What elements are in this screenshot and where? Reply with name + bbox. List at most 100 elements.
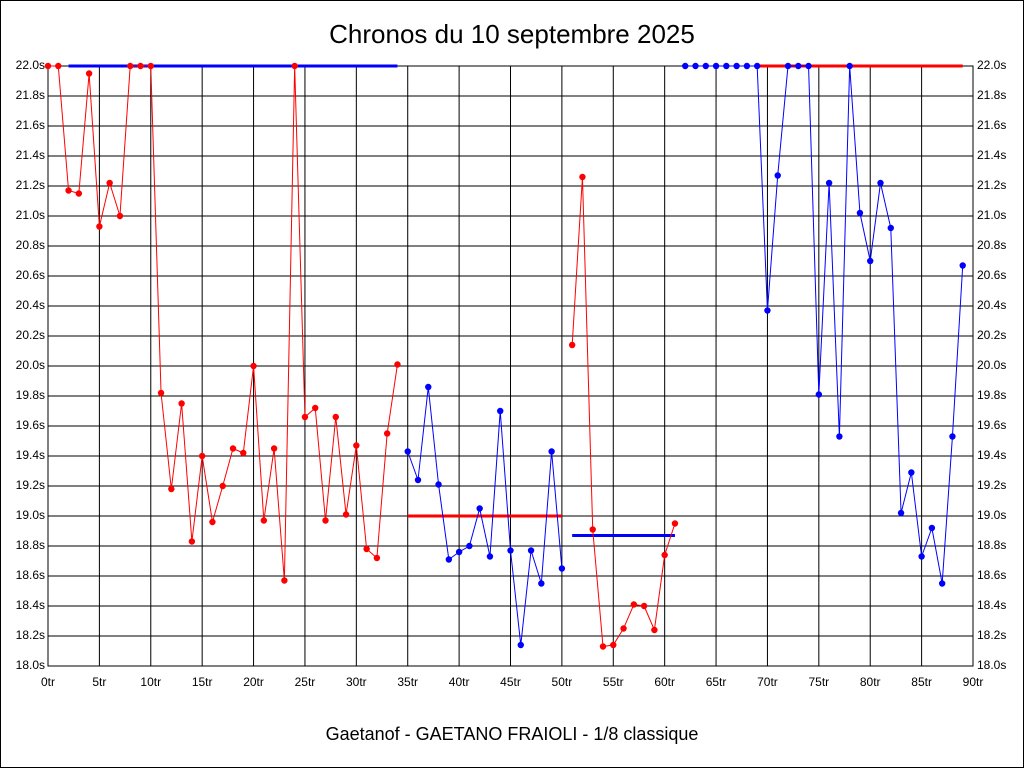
data-point xyxy=(825,179,833,187)
y2-tick-label: 20.8s xyxy=(977,238,1006,252)
data-point xyxy=(651,626,658,634)
data-point xyxy=(281,577,288,584)
data-point xyxy=(548,448,555,455)
data-point xyxy=(589,526,596,533)
data-point xyxy=(414,476,422,484)
data-point xyxy=(527,547,535,554)
data-point xyxy=(342,511,350,518)
data-point xyxy=(137,62,144,70)
x-tick-label: 5tr xyxy=(92,675,106,689)
data-point xyxy=(445,556,453,563)
data-point xyxy=(959,262,966,269)
data-point xyxy=(497,407,504,415)
data-point xyxy=(538,580,545,587)
y-tick-label: 21.4s xyxy=(16,148,45,162)
data-point xyxy=(476,505,483,512)
y-tick-label: 21.8s xyxy=(16,88,45,102)
data-point xyxy=(856,209,864,217)
data-point xyxy=(661,551,668,559)
data-point xyxy=(209,518,216,526)
data-point xyxy=(373,554,381,562)
y2-tick-label: 21.6s xyxy=(977,118,1006,132)
y2-tick-label: 21.2s xyxy=(977,178,1006,192)
data-point xyxy=(106,179,113,187)
data-point xyxy=(733,62,740,70)
y-tick-label: 18.2s xyxy=(16,628,45,642)
data-point xyxy=(127,62,134,70)
data-point xyxy=(640,602,648,610)
data-point xyxy=(507,547,514,554)
x-tick-label: 20tr xyxy=(243,675,264,689)
y2-tick-label: 21.4s xyxy=(977,148,1006,162)
data-point xyxy=(682,62,689,70)
y-tick-label: 20.4s xyxy=(16,298,45,312)
y2-tick-label: 19.0s xyxy=(977,508,1006,522)
data-point xyxy=(229,445,237,452)
data-point xyxy=(96,223,103,230)
data-point xyxy=(168,485,175,493)
data-point xyxy=(188,538,196,545)
data-point xyxy=(795,62,802,70)
data-point xyxy=(250,362,257,370)
data-point xyxy=(147,62,154,70)
y-tick-label: 19.0s xyxy=(16,508,45,522)
data-point xyxy=(466,542,473,550)
x-tick-label: 85tr xyxy=(911,675,932,689)
data-point xyxy=(671,520,679,527)
x-tick-label: 35tr xyxy=(397,675,418,689)
y2-tick-label: 21.0s xyxy=(977,208,1006,222)
data-point xyxy=(867,257,874,265)
data-point xyxy=(301,413,309,421)
x-tick-label: 10tr xyxy=(140,675,161,689)
x-tick-label: 80tr xyxy=(860,675,881,689)
data-point xyxy=(270,445,278,452)
data-point xyxy=(394,361,401,368)
x-tick-label: 60tr xyxy=(654,675,675,689)
y2-tick-label: 18.6s xyxy=(977,568,1006,582)
x-tick-label: 45tr xyxy=(500,675,521,689)
y-tick-label: 19.2s xyxy=(16,478,45,492)
data-point xyxy=(764,307,771,314)
data-point xyxy=(240,449,247,457)
data-point xyxy=(918,553,925,560)
data-point xyxy=(260,517,268,524)
data-point xyxy=(887,224,894,232)
y2-tick-label: 22.0s xyxy=(977,58,1006,72)
data-point xyxy=(774,172,781,179)
data-point xyxy=(486,553,494,560)
data-point xyxy=(836,433,843,440)
data-point xyxy=(630,601,638,608)
chart-title: Chronos du 10 septembre 2025 xyxy=(329,19,695,49)
data-point xyxy=(579,173,586,181)
data-point xyxy=(712,62,720,70)
y-tick-label: 19.8s xyxy=(16,388,45,402)
y2-tick-label: 20.0s xyxy=(977,358,1006,372)
data-point xyxy=(568,341,576,349)
y2-tick-label: 21.8s xyxy=(977,88,1006,102)
y-tick-label: 18.8s xyxy=(16,538,45,552)
series-line xyxy=(407,386,563,646)
x-tick-label: 0tr xyxy=(41,675,55,689)
data-point xyxy=(363,545,370,553)
data-point xyxy=(723,62,730,70)
data-point xyxy=(65,187,72,194)
y-tick-label: 18.6s xyxy=(16,568,45,582)
y2-tick-label: 18.2s xyxy=(977,628,1006,642)
x-tick-label: 55tr xyxy=(603,675,624,689)
series-line xyxy=(685,65,964,584)
y2-tick-label: 18.0s xyxy=(977,658,1006,672)
data-point xyxy=(599,643,607,650)
y-tick-label: 20.0s xyxy=(16,358,45,372)
data-point xyxy=(322,517,329,524)
y-tick-label: 18.0s xyxy=(16,658,45,672)
data-point xyxy=(784,62,792,70)
data-point xyxy=(815,391,823,398)
x-tick-label: 70tr xyxy=(757,675,778,689)
data-point xyxy=(846,62,853,70)
data-point xyxy=(620,625,627,632)
data-point xyxy=(753,62,761,70)
x-tick-label: 40tr xyxy=(449,675,470,689)
y-tick-label: 19.6s xyxy=(16,418,45,432)
chart-subtitle: Gaetanof - GAETANO FRAIOLI - 1/8 classiq… xyxy=(326,724,699,744)
data-point xyxy=(938,580,946,587)
